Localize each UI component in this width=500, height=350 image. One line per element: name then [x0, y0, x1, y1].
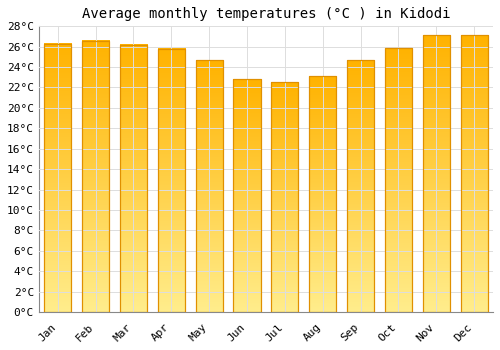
Bar: [460, 35, 488, 312]
Bar: [44, 44, 72, 312]
Bar: [460, 35, 488, 312]
Title: Average monthly temperatures (°C ) in Kidodi: Average monthly temperatures (°C ) in Ki…: [82, 7, 450, 21]
Bar: [158, 49, 185, 312]
Bar: [196, 60, 223, 312]
Bar: [347, 60, 374, 312]
Bar: [82, 41, 109, 312]
Bar: [385, 48, 412, 312]
Bar: [271, 82, 298, 312]
Bar: [422, 35, 450, 312]
Bar: [422, 35, 450, 312]
Bar: [196, 60, 223, 312]
Bar: [120, 45, 147, 312]
Bar: [385, 48, 412, 312]
Bar: [120, 45, 147, 312]
Bar: [82, 41, 109, 312]
Bar: [44, 44, 72, 312]
Bar: [347, 60, 374, 312]
Bar: [234, 79, 260, 312]
Bar: [271, 82, 298, 312]
Bar: [158, 49, 185, 312]
Bar: [309, 76, 336, 312]
Bar: [309, 76, 336, 312]
Bar: [234, 79, 260, 312]
